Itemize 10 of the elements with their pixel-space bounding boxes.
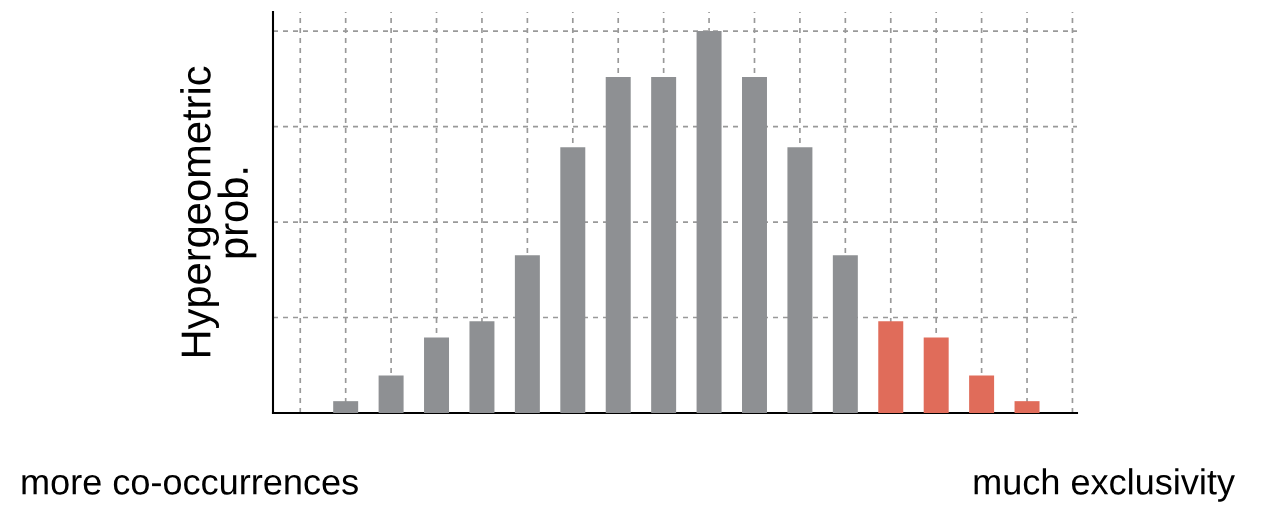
- y-axis-title: Hypergeometric prob.: [180, 66, 257, 357]
- bar: [1014, 401, 1040, 413]
- bar: [923, 337, 949, 413]
- bar: [969, 375, 995, 413]
- bar: [378, 375, 404, 413]
- bar: [832, 255, 858, 413]
- text: much exclusivity: [974, 468, 1235, 502]
- bar: [878, 321, 904, 413]
- bar: [424, 337, 450, 413]
- text: more co-occurrences: [22, 474, 358, 495]
